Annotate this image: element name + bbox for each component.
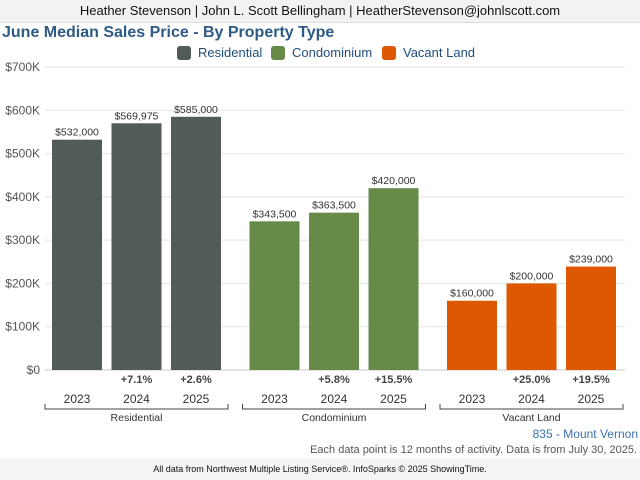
legend-item-residential[interactable]: Residential bbox=[177, 45, 262, 60]
legend-item-condominium[interactable]: Condominium bbox=[271, 45, 372, 60]
data-note: Each data point is 12 months of activity… bbox=[310, 444, 637, 456]
group-label-residential: Residential bbox=[111, 412, 163, 424]
legend-swatch-residential bbox=[177, 45, 191, 60]
chart-legend: Residential Condominium Vacant Land bbox=[0, 45, 640, 63]
y-tick-label: $200K bbox=[5, 276, 40, 290]
x-tick-label: 2025 bbox=[380, 392, 407, 406]
bar-residential-2024 bbox=[111, 123, 162, 370]
y-tick-label: $100K bbox=[5, 320, 40, 334]
legend-item-vacant-land[interactable]: Vacant Land bbox=[382, 45, 475, 60]
group-bracket-condominium bbox=[242, 404, 426, 410]
bar-condominium-2025 bbox=[368, 188, 419, 370]
value-label: $569,975 bbox=[115, 110, 159, 122]
change-label: +7.1% bbox=[121, 374, 153, 386]
x-tick-label: 2025 bbox=[183, 392, 210, 406]
y-tick-label: $500K bbox=[5, 147, 40, 161]
value-label: $160,000 bbox=[450, 288, 494, 300]
group-bracket-residential bbox=[44, 404, 229, 410]
chart-title: June Median Sales Price - By Property Ty… bbox=[2, 24, 335, 41]
value-label: $200,000 bbox=[510, 270, 554, 282]
x-tick-label: 2024 bbox=[321, 392, 348, 406]
source-footer: All data from Northwest Multiple Listing… bbox=[0, 458, 640, 480]
bar-vacant-land-2024 bbox=[506, 283, 557, 370]
change-label: +25.0% bbox=[513, 374, 551, 386]
value-label: $532,000 bbox=[55, 127, 99, 139]
group-bracket-vacant-land bbox=[439, 404, 624, 410]
bar-vacant-land-2025 bbox=[566, 266, 616, 370]
y-tick-label: $0 bbox=[27, 363, 41, 377]
contact-header: Heather Stevenson | John L. Scott Bellin… bbox=[0, 0, 640, 23]
group-label-vacant-land: Vacant Land bbox=[502, 412, 560, 424]
x-tick-label: 2024 bbox=[123, 392, 150, 406]
x-tick-label: 2023 bbox=[459, 392, 486, 406]
legend-label-residential: Residential bbox=[198, 45, 263, 60]
x-tick-label: 2023 bbox=[261, 392, 288, 406]
y-tick-label: $400K bbox=[5, 190, 40, 204]
legend-label-vacant-land: Vacant Land bbox=[403, 45, 476, 60]
group-label-condominium: Condominium bbox=[302, 412, 367, 424]
region-label: 835 - Mount Vernon bbox=[532, 427, 638, 441]
y-tick-label: $600K bbox=[5, 103, 40, 117]
change-label: +2.6% bbox=[180, 374, 212, 386]
value-label: $239,000 bbox=[569, 254, 613, 266]
change-label: +5.8% bbox=[318, 374, 350, 386]
bar-vacant-land-2023 bbox=[447, 300, 497, 370]
bar-residential-2025 bbox=[171, 116, 221, 371]
value-label: $420,000 bbox=[372, 175, 416, 187]
change-label: +15.5% bbox=[375, 374, 413, 386]
value-label: $585,000 bbox=[174, 104, 218, 116]
x-tick-label: 2023 bbox=[64, 392, 91, 406]
x-tick-label: 2025 bbox=[578, 392, 605, 406]
x-tick-label: 2024 bbox=[518, 392, 545, 406]
bar-residential-2023 bbox=[52, 139, 102, 370]
y-tick-label: $700K bbox=[5, 60, 40, 74]
bar-condominium-2024 bbox=[309, 212, 359, 370]
change-label: +19.5% bbox=[572, 374, 610, 386]
value-label: $363,500 bbox=[312, 200, 356, 212]
legend-label-condominium: Condominium bbox=[292, 45, 373, 60]
y-tick-label: $300K bbox=[5, 233, 40, 247]
bar-condominium-2023 bbox=[249, 221, 300, 370]
legend-swatch-vacant-land bbox=[382, 45, 396, 60]
legend-swatch-condominium bbox=[271, 45, 285, 60]
value-label: $343,500 bbox=[253, 208, 297, 220]
